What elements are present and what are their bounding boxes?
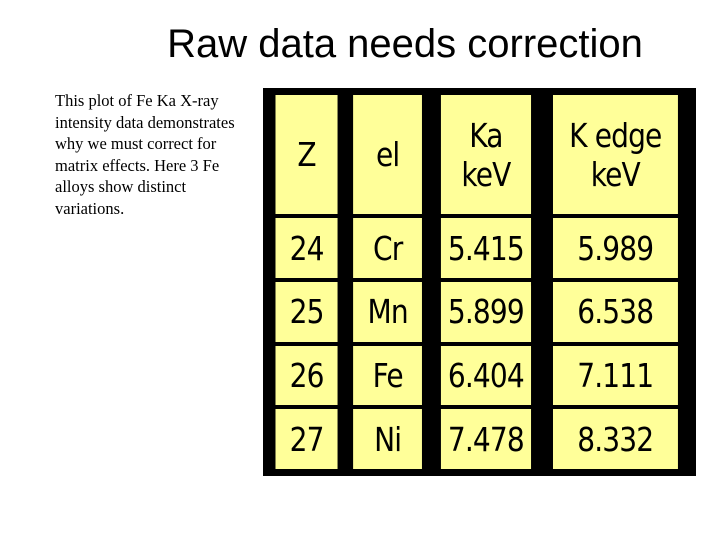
table-header-row: Z el Ka keV K edge keV (270, 95, 689, 215)
slide-title: Raw data needs correction (167, 22, 643, 66)
table-cell: 8.332 (553, 409, 679, 469)
table-cell: 5.899 (440, 281, 531, 342)
table-cell: Cr (353, 218, 423, 278)
table-cell: 26 (275, 345, 338, 406)
header-z: Z (275, 95, 338, 215)
body-text: This plot of Fe Ka X-ray intensity data … (55, 91, 235, 218)
table-row: 26 Fe 6.404 7.111 (270, 345, 689, 406)
header-el: el (353, 95, 423, 215)
table-cell: Ni (353, 409, 423, 469)
table-cell: 6.404 (440, 345, 531, 406)
table-cell: 27 (275, 409, 338, 469)
table-cell: 6.538 (553, 281, 679, 342)
table-cell: 25 (275, 281, 338, 342)
table-cell: 5.989 (553, 218, 679, 278)
header-ka-kev: Ka keV (440, 95, 531, 215)
header-k-edge-kev: K edge keV (553, 95, 679, 215)
table-row: 25 Mn 5.899 6.538 (270, 281, 689, 342)
table-row: 27 Ni 7.478 8.332 (270, 409, 689, 469)
table-cell: Mn (353, 281, 423, 342)
table-row: 24 Cr 5.415 5.989 (270, 218, 689, 278)
table-cell: Fe (353, 345, 423, 406)
table-cell: 7.111 (553, 345, 679, 406)
table-cell: 5.415 (440, 218, 531, 278)
table-cell: 24 (275, 218, 338, 278)
table-cell: 7.478 (440, 409, 531, 469)
element-table-image: Z el Ka keV K edge keV 24 Cr 5.415 5.989… (263, 88, 696, 476)
element-table: Z el Ka keV K edge keV 24 Cr 5.415 5.989… (266, 91, 693, 473)
